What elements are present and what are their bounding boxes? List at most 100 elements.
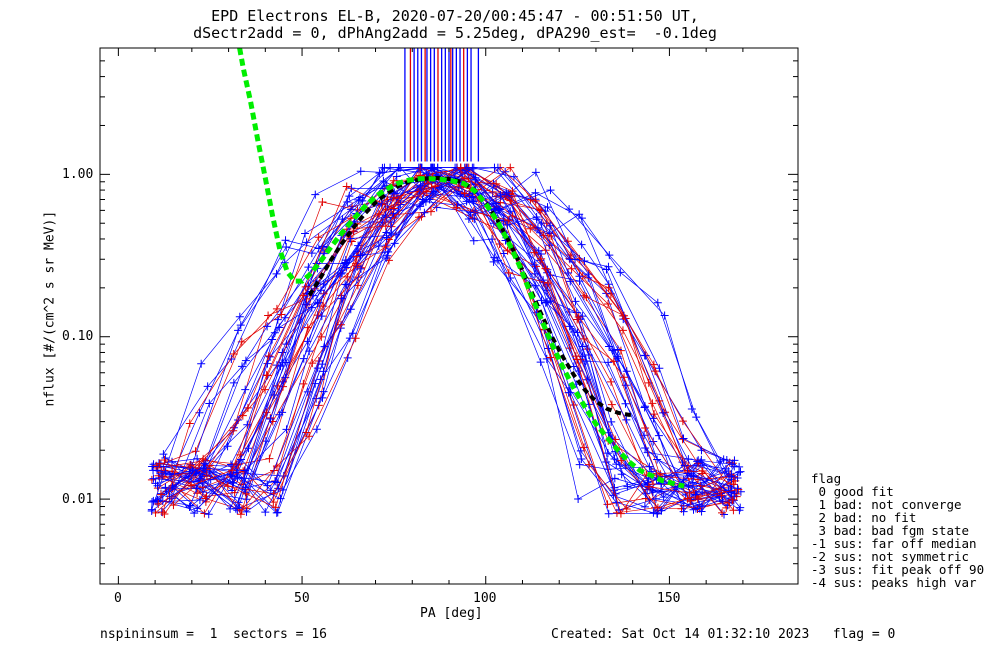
trace-point <box>582 293 591 302</box>
trace-point <box>530 248 539 257</box>
trace-point <box>243 420 252 429</box>
trace-point <box>317 332 326 341</box>
trace-point <box>503 246 512 255</box>
trace-point <box>607 417 616 426</box>
trace-point <box>571 255 580 264</box>
trace-point <box>536 358 545 367</box>
trace-point <box>537 219 546 228</box>
trace-point <box>281 236 290 245</box>
legend-item-neg2: -2 sus: not symmetric <box>811 549 970 564</box>
trace-point <box>659 408 668 417</box>
trace-point <box>645 462 654 471</box>
trace-point <box>151 508 160 517</box>
trace-point <box>620 373 629 382</box>
trace-point <box>205 399 214 408</box>
trace-point <box>356 167 365 176</box>
trace-point <box>653 298 662 307</box>
trace-point <box>167 457 176 466</box>
trace-point <box>282 425 291 434</box>
trace-point <box>464 215 473 224</box>
trace-point <box>345 192 354 201</box>
x-axis-label: PA [deg] <box>420 606 483 621</box>
trace-point <box>272 508 281 517</box>
trace-point <box>312 425 321 434</box>
trace-point <box>618 326 627 335</box>
trace-point <box>659 493 668 502</box>
trace-point <box>531 196 540 205</box>
trace-point <box>313 299 322 308</box>
trace-point <box>685 489 694 498</box>
trace-point <box>389 193 398 202</box>
trace-point <box>612 460 621 469</box>
trace-point <box>388 210 397 219</box>
chart-title-line2: dSectr2add = 0, dPhAng2add = 5.25deg, dP… <box>193 24 717 42</box>
trace-point <box>617 470 626 479</box>
trace-point <box>282 358 291 367</box>
trace-point <box>357 264 366 273</box>
trace-point <box>495 205 504 214</box>
trace-point <box>526 195 535 204</box>
trace-point <box>604 358 613 367</box>
y-axis-label: nflux [#/(cm^2 s sr MeV)] <box>42 210 58 407</box>
trace-point <box>728 495 737 504</box>
trace-point <box>273 478 282 487</box>
trace-point <box>691 504 700 513</box>
trace-point <box>567 264 576 273</box>
trace-point <box>537 254 546 263</box>
trace-point <box>200 459 209 468</box>
trace-point <box>304 263 313 272</box>
trace-point <box>506 196 515 205</box>
trace-point <box>338 215 347 224</box>
trace-point <box>577 240 586 249</box>
trace-point <box>149 474 158 483</box>
trace-point <box>389 176 398 185</box>
trace-point <box>575 460 584 469</box>
trace-point <box>352 252 361 261</box>
trace-point <box>608 346 617 355</box>
trace-point <box>490 205 499 214</box>
trace-line <box>172 187 729 512</box>
trace-point <box>574 366 583 375</box>
trace-point <box>238 362 247 371</box>
trace-point <box>687 405 696 414</box>
trace-point <box>155 459 164 468</box>
trace-point <box>243 403 252 412</box>
trace-point <box>160 509 169 518</box>
trace-line <box>156 180 726 503</box>
trace-point <box>727 488 736 497</box>
trace-point <box>158 508 167 517</box>
trace-point <box>160 455 169 464</box>
trace-point <box>241 483 250 492</box>
trace-point <box>347 214 356 223</box>
trace-point <box>734 485 743 494</box>
trace-point <box>353 281 362 290</box>
trace-point <box>148 462 157 471</box>
trace-point <box>390 239 399 248</box>
trace-point <box>651 494 660 503</box>
trace-point <box>187 481 196 490</box>
trace-point <box>236 321 245 330</box>
trace-point <box>575 210 584 219</box>
trace-point <box>530 269 539 278</box>
trace-point <box>319 367 328 376</box>
trace-point <box>715 492 724 501</box>
trace-point <box>204 510 213 519</box>
trace-point <box>616 268 625 277</box>
trace-point <box>718 508 727 517</box>
y-tick-label-0.10: 0.10 <box>62 329 94 344</box>
trace-point <box>607 400 616 409</box>
trace-point <box>161 484 170 493</box>
trace-point <box>302 428 311 437</box>
trace-point <box>607 377 616 386</box>
trace-line <box>151 167 732 512</box>
trace-point <box>351 334 360 343</box>
trace-point <box>303 387 312 396</box>
trace-line <box>161 167 734 515</box>
trace-point <box>238 411 247 420</box>
trace-point <box>735 462 744 471</box>
trace-point <box>604 262 613 271</box>
trace-point <box>531 168 540 177</box>
trace-point <box>185 419 194 428</box>
trace-point <box>275 323 284 332</box>
trace-point <box>722 456 731 465</box>
